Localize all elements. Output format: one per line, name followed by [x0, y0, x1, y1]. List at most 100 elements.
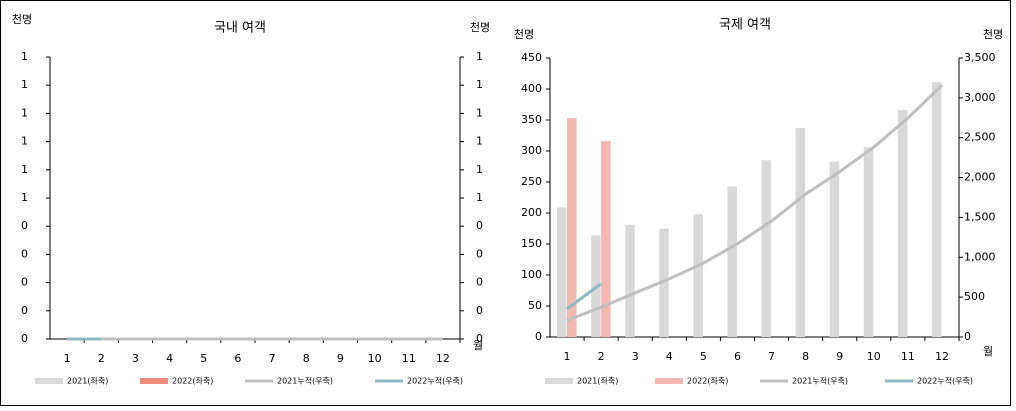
y2-axis-unit: 천명: [983, 27, 1003, 41]
y-axis-unit: 천명: [12, 12, 32, 26]
x-tick-label: 9: [836, 350, 843, 363]
x-tick-label: 1: [64, 352, 71, 365]
y2-tick-label: 3,500: [964, 51, 996, 64]
legend-label: 2021누적(우축): [277, 376, 333, 386]
x-tick-label: 8: [303, 352, 310, 365]
x-tick-label: 6: [734, 350, 741, 363]
y2-tick-label: 3,000: [964, 91, 996, 104]
y2-tick-label: 500: [964, 290, 985, 303]
y-tick-label: 1: [21, 191, 28, 204]
x-tick-label: 11: [901, 350, 915, 363]
bar: [931, 82, 942, 338]
bar: [567, 118, 577, 337]
x-tick-label: 9: [337, 352, 344, 365]
chart-title: 국내 여객: [214, 21, 266, 36]
y-tick-label: 350: [521, 113, 542, 126]
x-tick-label: 7: [269, 352, 276, 365]
legend-swatch: [35, 378, 63, 384]
x-tick-label: 4: [166, 352, 173, 365]
y2-tick-label: 1: [476, 163, 483, 176]
y2-tick-label: 0: [476, 332, 483, 345]
legend-label: 2022누적(우축): [917, 376, 973, 386]
y-tick-label: 50: [528, 299, 542, 312]
bar: [557, 207, 567, 337]
bar: [897, 110, 908, 337]
y2-tick-label: 1,000: [964, 250, 996, 263]
y2-tick-label: 0: [476, 304, 483, 317]
y-tick-label: 1: [21, 78, 28, 91]
y2-tick-label: 1: [476, 135, 483, 148]
y-tick-label: 0: [21, 276, 28, 289]
y2-tick-label: 2,500: [964, 131, 996, 144]
x-tick-label: 12: [436, 352, 450, 365]
y-tick-label: 0: [21, 304, 28, 317]
y-tick-label: 1: [21, 163, 28, 176]
x-tick-label: 3: [132, 352, 139, 365]
y2-tick-label: 1: [476, 50, 483, 63]
x-tick-label: 5: [700, 350, 707, 363]
y-tick-label: 1: [21, 106, 28, 119]
y-tick-label: 1: [21, 50, 28, 63]
y-tick-label: 250: [521, 175, 542, 188]
bar: [625, 224, 635, 337]
line: [566, 282, 603, 311]
x-tick-label: 6: [234, 352, 241, 365]
legend-swatch: [140, 378, 168, 384]
x-axis-unit: 월: [983, 345, 993, 358]
x-tick-label: 11: [402, 352, 416, 365]
y-axis-unit: 천명: [514, 27, 534, 41]
x-tick-label: 2: [598, 350, 605, 363]
y2-tick-label: 0: [476, 276, 483, 289]
y2-tick-label: 1: [476, 78, 483, 91]
legend-swatch: [545, 378, 573, 384]
y-tick-label: 100: [521, 268, 542, 281]
x-tick-label: 12: [935, 350, 949, 363]
y-tick-label: 1: [21, 135, 28, 148]
y-tick-label: 200: [521, 206, 542, 219]
y-tick-label: 0: [21, 332, 28, 345]
bar: [863, 147, 874, 337]
x-tick-label: 4: [666, 350, 673, 363]
chart-title: 국제 여객: [719, 18, 771, 33]
y-tick-label: 450: [521, 51, 542, 64]
bar: [693, 214, 703, 337]
x-tick-label: 10: [368, 352, 382, 365]
bar: [659, 228, 669, 337]
y-tick-label: 0: [21, 219, 28, 232]
line: [566, 84, 943, 322]
x-tick-label: 8: [802, 350, 809, 363]
y2-tick-label: 1: [476, 106, 483, 119]
y-tick-label: 400: [521, 82, 542, 95]
y2-tick-label: 0: [964, 330, 971, 343]
legend-label: 2021누적(우축): [792, 376, 848, 386]
legend-swatch: [655, 378, 683, 384]
y2-tick-label: 0: [476, 247, 483, 260]
x-tick-label: 1: [564, 350, 571, 363]
bar: [761, 160, 772, 337]
bar: [601, 141, 611, 337]
x-tick-label: 5: [200, 352, 207, 365]
legend-label: 2021(좌축): [577, 377, 618, 386]
x-tick-label: 2: [98, 352, 105, 365]
legend-label: 2022(좌축): [172, 377, 213, 386]
bar: [829, 161, 840, 337]
y2-tick-label: 1: [476, 191, 483, 204]
y2-axis-unit: 천명: [470, 20, 490, 34]
x-tick-label: 10: [867, 350, 881, 363]
y2-tick-label: 2,000: [964, 171, 996, 184]
legend-label: 2022누적(우축): [407, 376, 463, 386]
y2-tick-label: 1,500: [964, 210, 996, 223]
legend-label: 2021(좌축): [67, 377, 108, 386]
x-axis-unit: 월: [473, 339, 483, 352]
bar: [795, 128, 806, 337]
y-tick-label: 300: [521, 144, 542, 157]
x-tick-label: 7: [768, 350, 775, 363]
legend-label: 2022(좌축): [687, 377, 728, 386]
y-tick-label: 150: [521, 237, 542, 250]
y-tick-label: 0: [535, 330, 542, 343]
y-tick-label: 0: [21, 247, 28, 260]
y2-tick-label: 0: [476, 219, 483, 232]
x-tick-label: 3: [632, 350, 639, 363]
